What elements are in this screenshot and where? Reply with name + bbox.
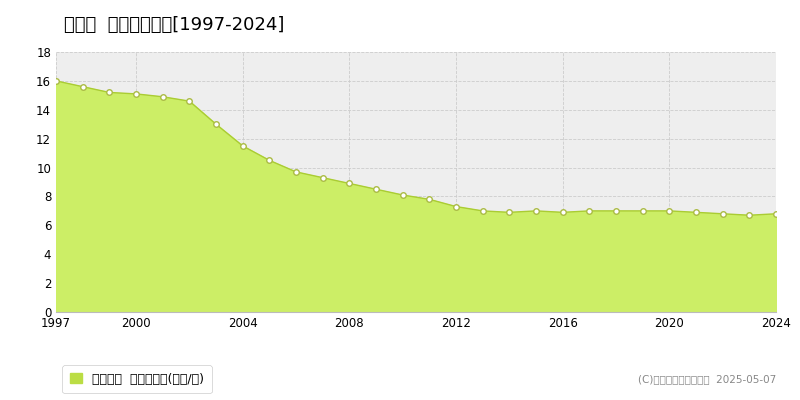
Text: 立山町  基準地価推移[1997-2024]: 立山町 基準地価推移[1997-2024]	[64, 16, 284, 34]
Text: (C)土地価格ドットコム  2025-05-07: (C)土地価格ドットコム 2025-05-07	[638, 374, 776, 384]
Legend: 基準地価  平均嵪単価(万円/嵪): 基準地価 平均嵪単価(万円/嵪)	[62, 365, 212, 393]
